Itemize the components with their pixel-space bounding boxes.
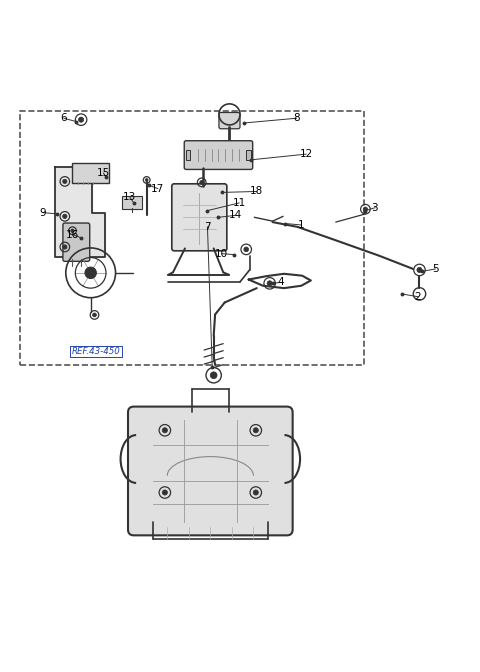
Bar — [20, 111, 364, 365]
Text: 12: 12 — [300, 149, 312, 159]
Circle shape — [253, 427, 258, 433]
Text: 8: 8 — [293, 113, 300, 123]
Circle shape — [145, 179, 148, 181]
FancyBboxPatch shape — [72, 163, 109, 183]
FancyBboxPatch shape — [122, 196, 142, 209]
Text: 3: 3 — [372, 203, 378, 213]
Circle shape — [363, 207, 368, 211]
Circle shape — [63, 214, 67, 218]
Text: 6: 6 — [60, 113, 67, 123]
Circle shape — [162, 427, 168, 433]
Circle shape — [210, 372, 217, 378]
Circle shape — [417, 267, 422, 273]
Text: 1: 1 — [298, 220, 305, 230]
Text: 13: 13 — [123, 192, 136, 202]
Text: 11: 11 — [232, 198, 246, 208]
Circle shape — [85, 267, 96, 279]
Text: 5: 5 — [432, 264, 439, 274]
Circle shape — [79, 117, 84, 122]
FancyBboxPatch shape — [172, 184, 227, 251]
FancyBboxPatch shape — [184, 140, 252, 169]
Circle shape — [244, 247, 249, 252]
Circle shape — [253, 490, 258, 495]
Text: 4: 4 — [277, 278, 284, 288]
Text: 17: 17 — [151, 183, 164, 194]
Text: 10: 10 — [215, 249, 228, 259]
Text: 7: 7 — [204, 222, 211, 232]
Circle shape — [63, 179, 67, 183]
Circle shape — [162, 490, 168, 495]
Circle shape — [63, 245, 67, 249]
Text: 9: 9 — [39, 208, 46, 218]
Text: 2: 2 — [415, 292, 421, 302]
Text: 18: 18 — [250, 186, 264, 196]
FancyBboxPatch shape — [128, 407, 293, 536]
Circle shape — [200, 180, 204, 184]
Circle shape — [71, 229, 74, 233]
Text: 15: 15 — [97, 168, 110, 178]
FancyBboxPatch shape — [219, 112, 240, 129]
FancyBboxPatch shape — [186, 150, 191, 161]
Polygon shape — [55, 167, 105, 257]
Text: 16: 16 — [66, 230, 79, 239]
Circle shape — [93, 313, 96, 317]
Text: 14: 14 — [228, 210, 242, 220]
Circle shape — [267, 281, 272, 286]
FancyBboxPatch shape — [63, 223, 90, 261]
FancyBboxPatch shape — [246, 150, 251, 161]
Text: REF.43-450: REF.43-450 — [72, 347, 120, 355]
